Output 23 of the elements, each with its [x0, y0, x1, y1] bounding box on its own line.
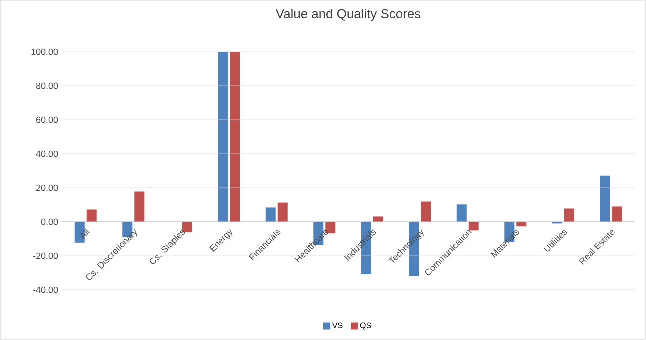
chart-title: Value and Quality Scores	[276, 9, 421, 22]
y-tick-label: 40.00	[36, 150, 58, 158]
bar	[564, 208, 574, 222]
x-tick-label: All	[80, 228, 90, 240]
y-tick-label: 20.00	[36, 184, 58, 192]
y-tick-label: -20.00	[33, 252, 58, 260]
bar	[230, 52, 240, 222]
y-tick-label: -40.00	[33, 286, 58, 294]
bar	[86, 210, 97, 222]
y-tick-label: 100.00	[32, 48, 58, 56]
bar	[456, 204, 467, 222]
bar	[134, 192, 145, 222]
y-tick-label: 60.00	[36, 116, 58, 124]
bar	[266, 208, 276, 222]
bar	[600, 176, 610, 222]
y-tick-label: 80.00	[36, 82, 58, 90]
bar	[468, 222, 479, 231]
bar	[278, 202, 288, 222]
y-tick-label: 0.00	[41, 218, 58, 226]
bar	[373, 216, 384, 222]
bar	[612, 206, 622, 222]
bar	[421, 202, 432, 222]
bar	[218, 52, 228, 222]
